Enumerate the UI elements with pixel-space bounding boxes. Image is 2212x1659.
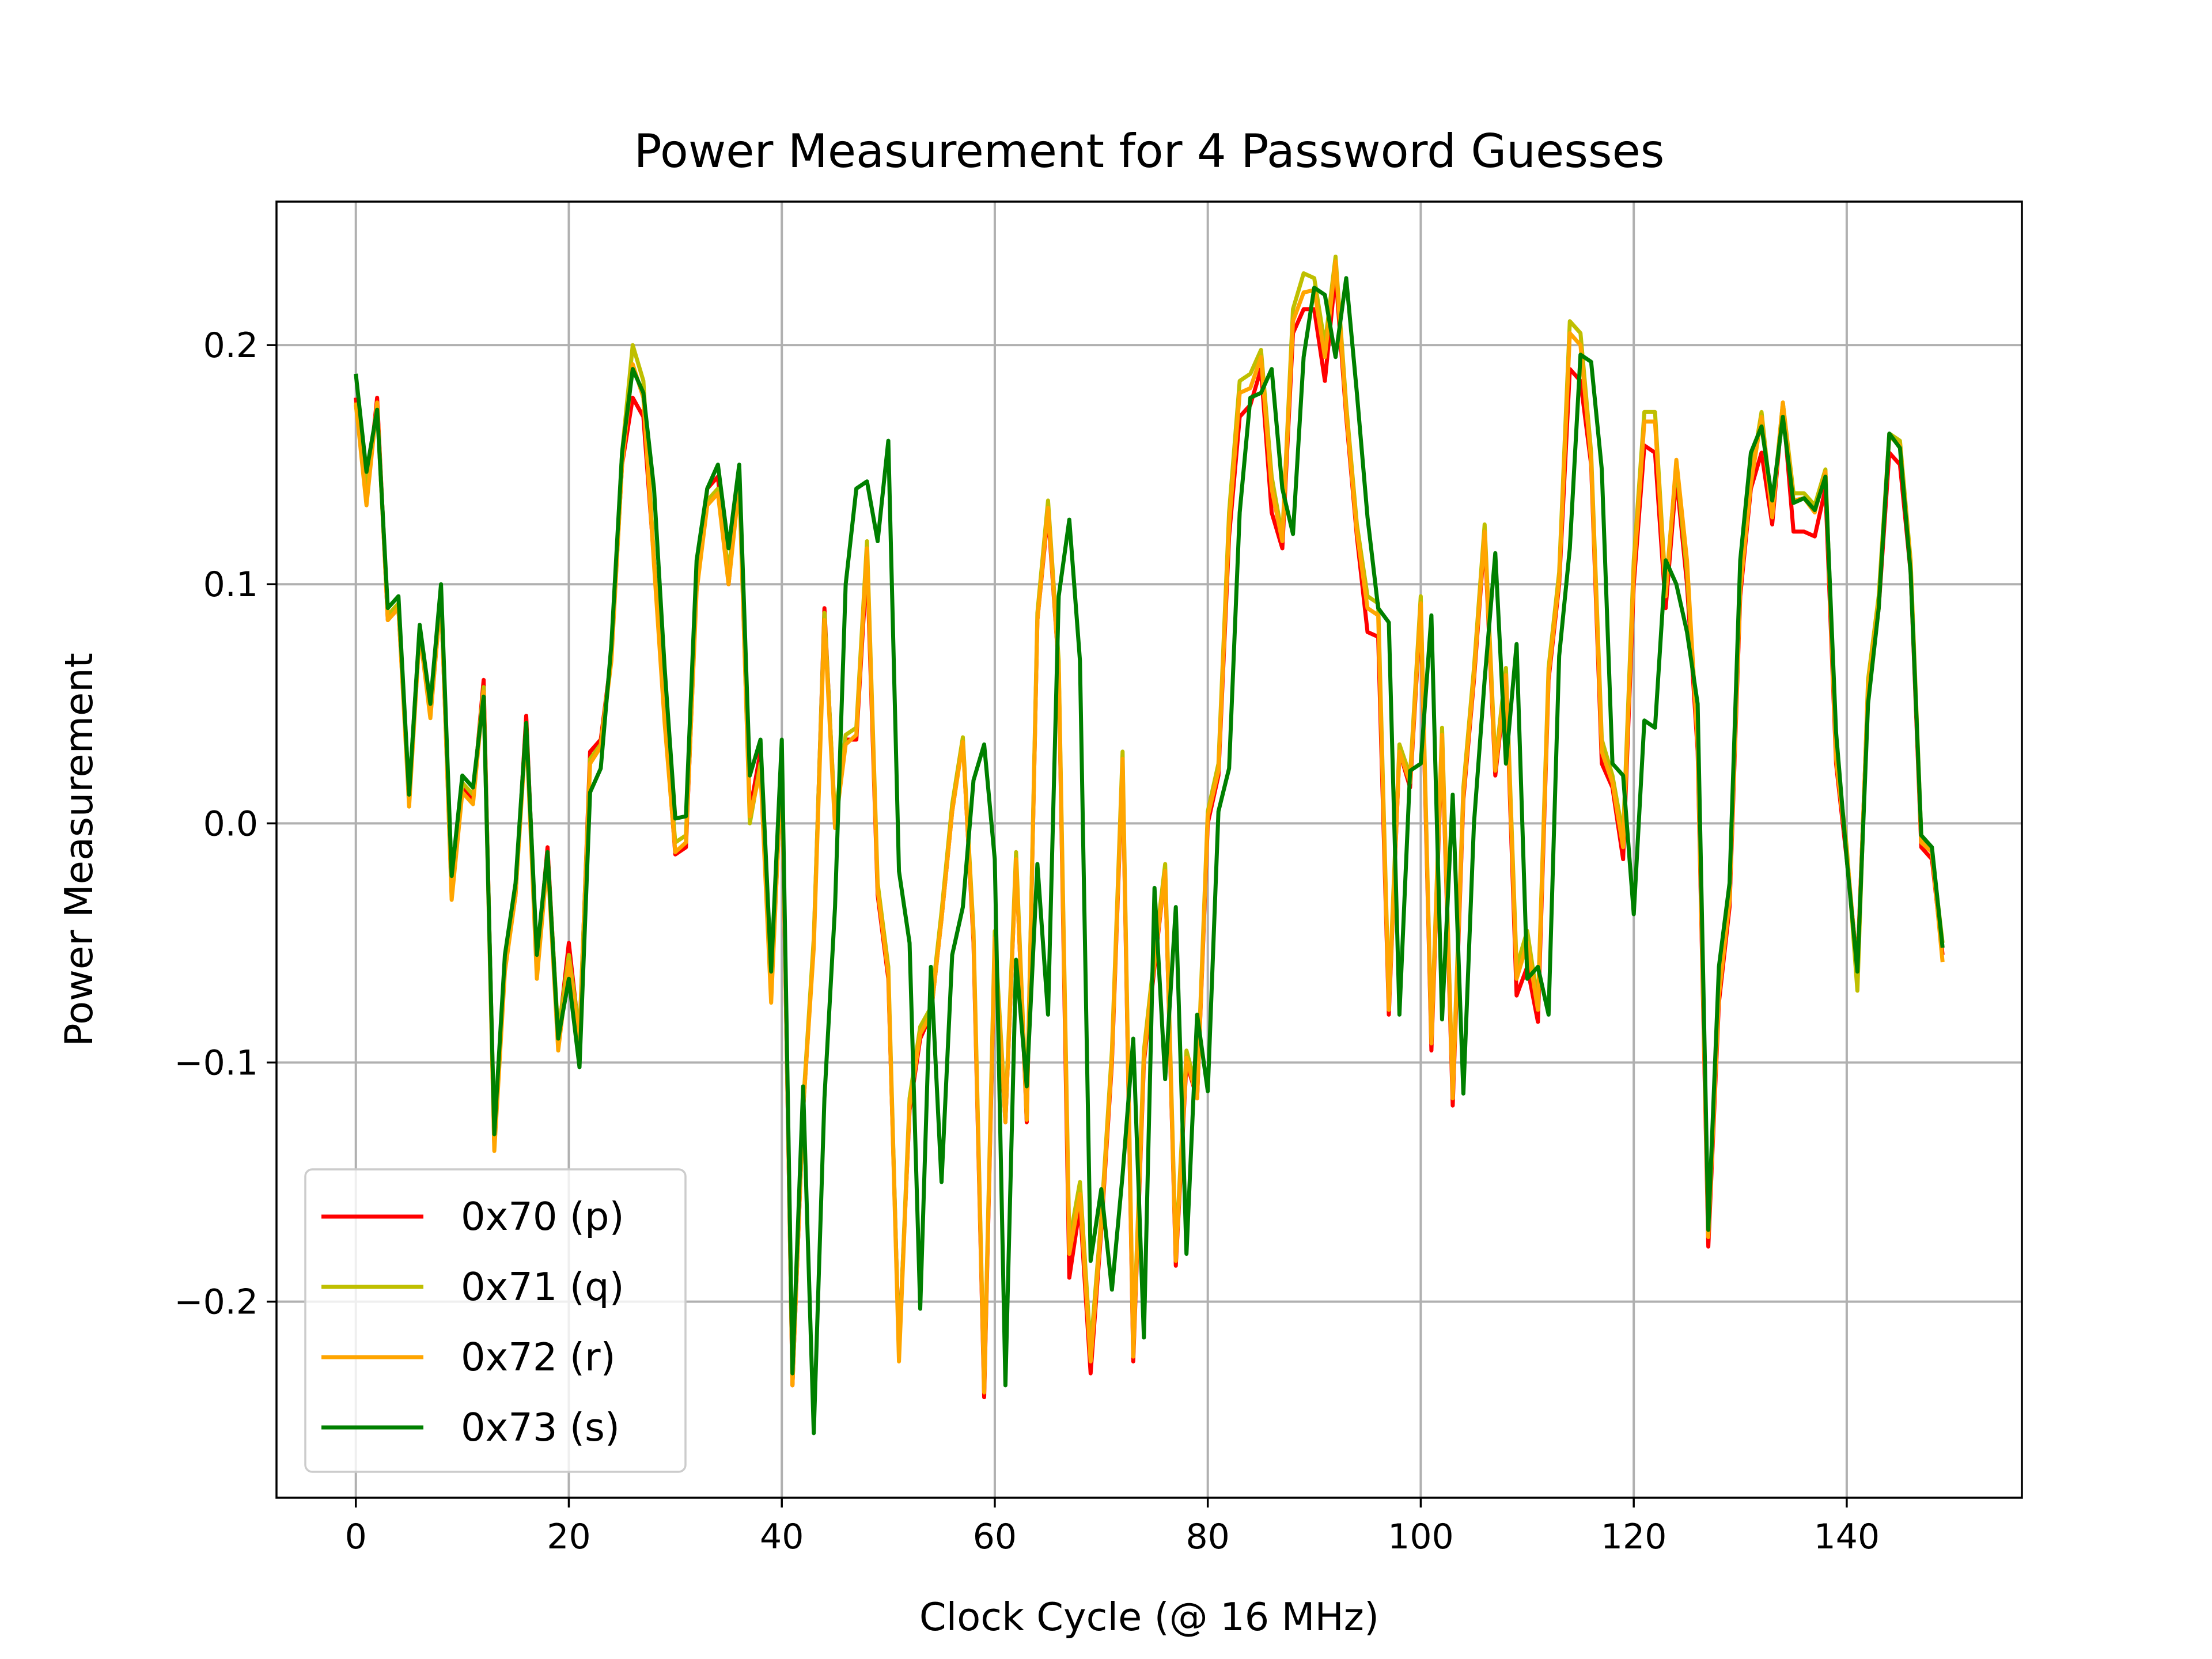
legend: 0x70 (p) 0x71 (q) 0x72 (r) 0x73 (s) <box>304 1168 687 1473</box>
legend-label: 0x71 (q) <box>461 1264 624 1309</box>
series-lines <box>354 255 1945 1435</box>
x-tick-label: 40 <box>760 1517 804 1557</box>
x-tick-label: 60 <box>973 1517 1017 1557</box>
x-tick-label: 140 <box>1814 1517 1880 1557</box>
legend-label: 0x72 (r) <box>461 1335 616 1380</box>
y-axis-label: Power Measurement <box>56 653 101 1047</box>
x-axis-label: Clock Cycle (@ 16 MHz) <box>919 1594 1379 1639</box>
series-line-3 <box>354 276 1945 1435</box>
legend-label: 0x73 (s) <box>461 1405 620 1450</box>
y-tick-label: 0.1 <box>203 565 258 605</box>
legend-box <box>304 1168 687 1473</box>
x-tick-label: 0 <box>345 1517 367 1557</box>
y-tick-label: −0.2 <box>174 1282 258 1323</box>
x-tick-label: 80 <box>1185 1517 1229 1557</box>
x-tick-label: 120 <box>1601 1517 1667 1557</box>
x-tick-label: 20 <box>547 1517 590 1557</box>
plot-frame <box>275 200 2023 1499</box>
legend-label: 0x70 (p) <box>461 1194 624 1239</box>
chart-title: Power Measurement for 4 Password Guesses <box>634 124 1665 178</box>
y-tick-label: 0.0 <box>203 804 258 844</box>
y-tick-label: 0.2 <box>203 325 258 366</box>
axis-ticks: 0 20 40 60 80 100 120 140 −0.2 −0.1 0.0 0.1 0.2 <box>174 325 1880 1557</box>
y-tick-label: −0.1 <box>174 1043 258 1083</box>
x-tick-label: 100 <box>1388 1517 1454 1557</box>
